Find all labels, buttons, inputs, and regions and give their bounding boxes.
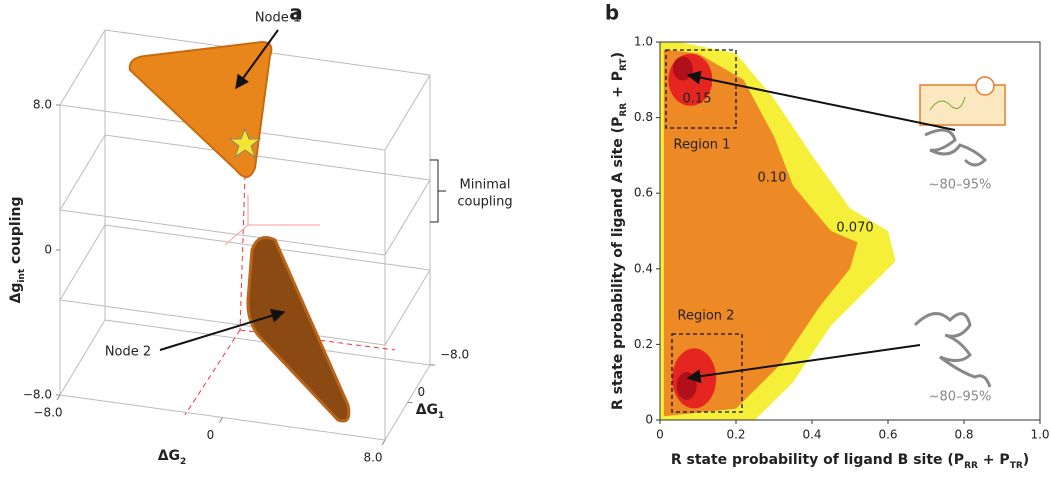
inset-icon	[913, 76, 1006, 388]
y-tick-label: 0.4	[634, 261, 653, 275]
contour-label: 0.070	[836, 221, 873, 236]
region-label: Region 1	[674, 138, 731, 153]
arrow	[686, 344, 921, 384]
percent-label: ~80–95%	[929, 178, 992, 193]
x-axis-label-part: 2	[180, 457, 186, 467]
z-axis-label-part: Δg	[8, 283, 24, 304]
y-axis-label-part: RT	[619, 58, 629, 72]
bracket	[430, 159, 446, 223]
density-peak	[672, 56, 693, 81]
x-tick-label: 0.8	[954, 428, 973, 442]
percent-label: ~80–95%	[929, 390, 992, 405]
x-tick-label: 0.6	[878, 428, 897, 442]
annotation: coupling	[457, 195, 512, 210]
region-label: Region 2	[678, 309, 735, 324]
x-tick-label: 0	[207, 428, 215, 442]
region-box	[671, 333, 743, 413]
annotation: Node 1	[255, 11, 301, 26]
x-axis-label-part: + P	[978, 452, 1010, 468]
density-region	[663, 49, 858, 417]
density-peak	[676, 371, 697, 400]
box-3d	[59, 29, 431, 441]
x-axis-label-part: TR	[1010, 461, 1023, 471]
x-tick	[381, 439, 386, 446]
y-tick-label: −8.0	[440, 348, 469, 362]
z-tick-label: 8.0	[33, 98, 52, 112]
x-axis-label-part: RR	[964, 461, 978, 471]
plot-frame	[659, 41, 1041, 421]
x-axis-label-part: )	[1023, 452, 1029, 468]
arrow	[686, 70, 956, 131]
contour-label: 0.15	[683, 92, 712, 107]
x-tick-label: 0.4	[802, 428, 821, 442]
z-tick-label: −8.0	[23, 388, 52, 402]
y-axis-label-part: )	[610, 52, 626, 58]
annotation: Minimal	[460, 178, 511, 193]
y-axis-label-part: RR	[619, 103, 629, 117]
y-tick-label: 0.2	[634, 337, 653, 351]
panel-letter: b	[605, 1, 619, 25]
arrow	[235, 29, 279, 90]
panel-letter: a	[289, 1, 303, 25]
y-tick-label: 1.0	[634, 35, 653, 49]
contour-label: 0.10	[758, 171, 787, 186]
z-axis-label-part: int	[17, 268, 27, 282]
x-tick	[56, 394, 61, 401]
z-axis-label-part: coupling	[8, 196, 24, 268]
node-1-surface	[128, 40, 273, 178]
y-tick-label: 0	[418, 385, 426, 399]
x-axis-label: R state probability of ligand B site (PR…	[671, 452, 1029, 471]
x-axis-label-part: ΔG	[158, 448, 180, 464]
x-tick-label: 8.0	[363, 451, 382, 465]
guides	[184, 174, 396, 416]
x-axis-label: ΔG2	[158, 448, 187, 467]
x-tick-label: 0	[656, 428, 664, 442]
y-axis-label: R state probability of ligand A site (PR…	[610, 52, 629, 410]
x-tick-label: −8.0	[33, 406, 62, 420]
y-axis-label: ΔG1	[416, 402, 445, 421]
y-axis-label-part: 1	[438, 411, 444, 421]
x-tick	[219, 417, 223, 423]
z-tick-label: 0	[44, 243, 52, 257]
x-tick-label: 0.2	[726, 428, 745, 442]
arrow	[159, 308, 286, 351]
y-axis-label-part: R state probability of ligand A site (P	[610, 117, 626, 410]
star	[228, 127, 262, 159]
x-axis-label-part: R state probability of ligand B site (P	[671, 452, 964, 468]
y-axis-label-part: + P	[610, 71, 626, 103]
region-box	[665, 49, 737, 129]
annotation: Node 2	[105, 345, 151, 360]
y-axis-label-part: ΔG	[416, 402, 438, 418]
x-tick-label: 1.0	[1030, 428, 1049, 442]
node-2-surface	[246, 236, 351, 423]
y-tick-label: 0	[645, 413, 653, 427]
y-tick-label: 0.8	[634, 110, 653, 124]
y-tick-label: 0.6	[634, 186, 653, 200]
z-axis-label: Δgint coupling	[8, 196, 27, 303]
